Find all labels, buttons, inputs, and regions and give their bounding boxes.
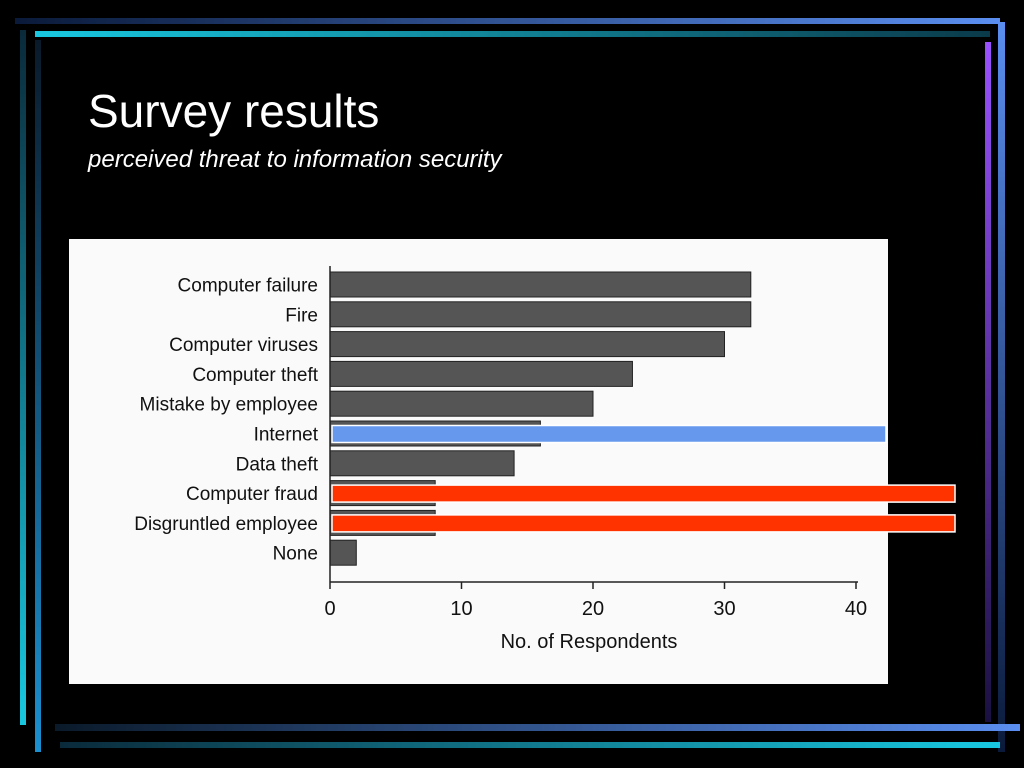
frame-left-line [20,30,26,725]
x-axis-label: No. of Respondents [501,631,678,653]
x-tick-label-2: 20 [582,598,604,620]
highlight-bar-1 [331,484,956,503]
highlight-bar-2 [331,514,956,533]
category-label-8: Disgruntled employee [134,514,318,535]
bar-2 [329,331,725,358]
bar-4 [329,390,594,417]
bar-9 [329,539,357,566]
slide-title: Survey results [88,85,380,137]
bar-0 [329,271,752,298]
category-label-6: Data theft [236,454,319,475]
x-tick-label-3: 30 [713,598,735,620]
frame-bottom-line-cyan [60,742,1000,748]
frame-top-line [15,18,1000,24]
frame-right-line-violet [985,42,991,722]
frame-bottom-line [55,724,1020,731]
category-label-4: Mistake by employee [140,395,318,416]
frame-top-line-cyan [35,31,990,37]
category-label-1: Fire [285,305,318,326]
category-label-0: Computer failure [178,276,318,297]
frame-right-line-blue [998,22,1005,752]
x-tick-label-0: 0 [324,598,335,620]
x-tick-label-1: 10 [450,598,472,620]
slide-subtitle: perceived threat to information security [88,146,502,173]
category-label-2: Computer viruses [169,335,318,356]
category-label-9: None [273,544,318,565]
bar-1 [329,301,752,328]
category-label-7: Computer fraud [186,484,318,505]
x-tick-label-4: 40 [845,598,867,620]
category-label-5: Internet [254,425,319,446]
highlight-bar-0 [331,424,887,444]
frame-left-line-inner [35,40,41,752]
bar-6 [329,450,515,477]
category-label-3: Computer theft [192,365,318,386]
bar-3 [329,360,633,387]
